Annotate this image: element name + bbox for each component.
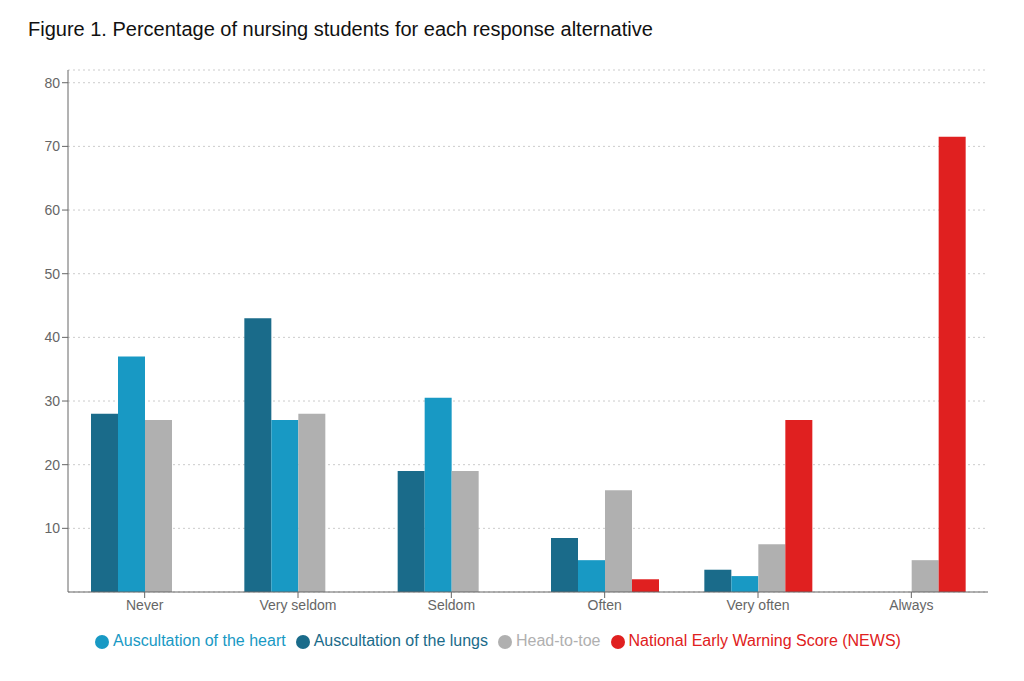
html-text:Figure 1. Percentage of nursin: Figure 1. Percentage of nursing students… bbox=[28, 18, 653, 40]
svg-text:70: 70 bbox=[44, 138, 60, 154]
svg-text:Never: Never bbox=[126, 597, 164, 613]
svg-text:20: 20 bbox=[44, 457, 60, 473]
svg-text:Always: Always bbox=[889, 597, 933, 613]
svg-text:Very often: Very often bbox=[726, 597, 789, 613]
svg-text:80: 80 bbox=[44, 75, 60, 91]
html-text:Auscultation of the lungs: Auscultation of the lungs bbox=[313, 632, 488, 649]
svg-text:Often: Often bbox=[588, 597, 622, 613]
html-text:National Early Warning Score (: National Early Warning Score (NEWS) bbox=[628, 632, 901, 649]
html-text:Head-to-toe: Head-to-toe bbox=[516, 632, 601, 649]
svg-text:Very seldom: Very seldom bbox=[259, 597, 336, 613]
svg-text:60: 60 bbox=[44, 202, 60, 218]
svg-text:30: 30 bbox=[44, 393, 60, 409]
html-text:Auscultation of the heart: Auscultation of the heart bbox=[113, 632, 286, 649]
svg-text:50: 50 bbox=[44, 266, 60, 282]
svg-text:Seldom: Seldom bbox=[428, 597, 475, 613]
svg-text:40: 40 bbox=[44, 329, 60, 345]
svg-text:10: 10 bbox=[44, 520, 60, 536]
